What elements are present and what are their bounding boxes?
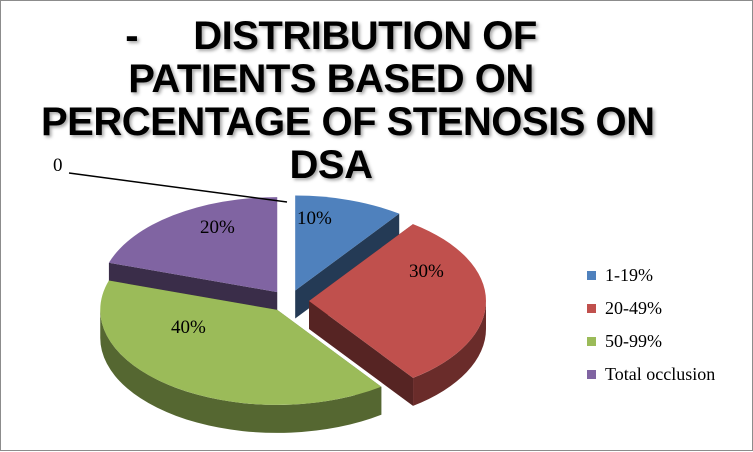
legend-swatch-50-99 [587, 337, 596, 346]
pie-slice-top-1-19 [295, 195, 400, 291]
pie-slice-20-49 [309, 224, 486, 406]
pie-slice-side-20-49 [413, 301, 486, 406]
title-line-1: DISTRIBUTION OF [193, 14, 537, 58]
pie-slice-side-50-99 [100, 309, 382, 433]
title-dash: - [125, 14, 139, 58]
pie-slice-top-total-occlusion [108, 197, 278, 293]
title-line-4: DSA [289, 143, 373, 187]
data-label-total-occlusion: 20% [200, 217, 235, 238]
legend-label-1-19: 1-19% [605, 265, 653, 285]
zero-leader-line [68, 172, 288, 203]
legend-item-1-19: 1-19% [587, 259, 715, 292]
legend-item-total-occlusion: Total occlusion [587, 358, 715, 391]
pie-slice-top-50-99 [100, 280, 382, 405]
title-line-3: PERCENTAGE OF STENOSIS ON [41, 100, 655, 144]
legend-label-total-occlusion: Total occlusion [605, 364, 716, 384]
chart-title: - DISTRIBUTION OF PATIENTS BASED ON PERCE… [41, 14, 655, 187]
pie-slice-50-99 [100, 280, 382, 433]
data-label-1-19: 10% [297, 208, 332, 229]
legend-swatch-total-occlusion [587, 370, 596, 379]
legend-label-20-49: 20-49% [605, 298, 662, 318]
data-label-50-99: 40% [171, 317, 206, 338]
legend-label-50-99: 50-99% [605, 331, 662, 351]
pie-slices [100, 195, 486, 433]
pie-slice-top-20-49 [309, 224, 486, 378]
legend-swatch-1-19 [587, 271, 596, 280]
legend-item-20-49: 20-49% [587, 292, 715, 325]
data-label-20-49: 30% [409, 261, 444, 282]
legend-item-50-99: 50-99% [587, 325, 715, 358]
legend-swatch-20-49 [587, 304, 596, 313]
data-label-zero: 0 [53, 155, 63, 176]
legend: 1-19% 20-49% 50-99% Total occlusion [587, 259, 715, 391]
title-line-2: PATIENTS BASED ON [128, 57, 534, 101]
pie-slice-cut-20-49-1 [309, 301, 414, 406]
